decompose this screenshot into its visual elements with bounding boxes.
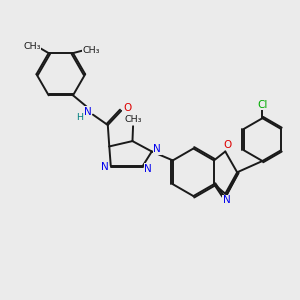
- Text: Cl: Cl: [257, 100, 268, 110]
- Text: O: O: [223, 140, 231, 150]
- Text: O: O: [124, 103, 132, 113]
- Text: CH₃: CH₃: [23, 42, 41, 51]
- Text: N: N: [101, 162, 109, 172]
- Text: CH₃: CH₃: [124, 115, 142, 124]
- Text: N: N: [153, 144, 161, 154]
- Text: N: N: [144, 164, 152, 174]
- Text: N: N: [223, 195, 231, 205]
- Text: CH₃: CH₃: [82, 46, 100, 55]
- Text: N: N: [84, 107, 92, 117]
- Text: H: H: [76, 112, 83, 122]
